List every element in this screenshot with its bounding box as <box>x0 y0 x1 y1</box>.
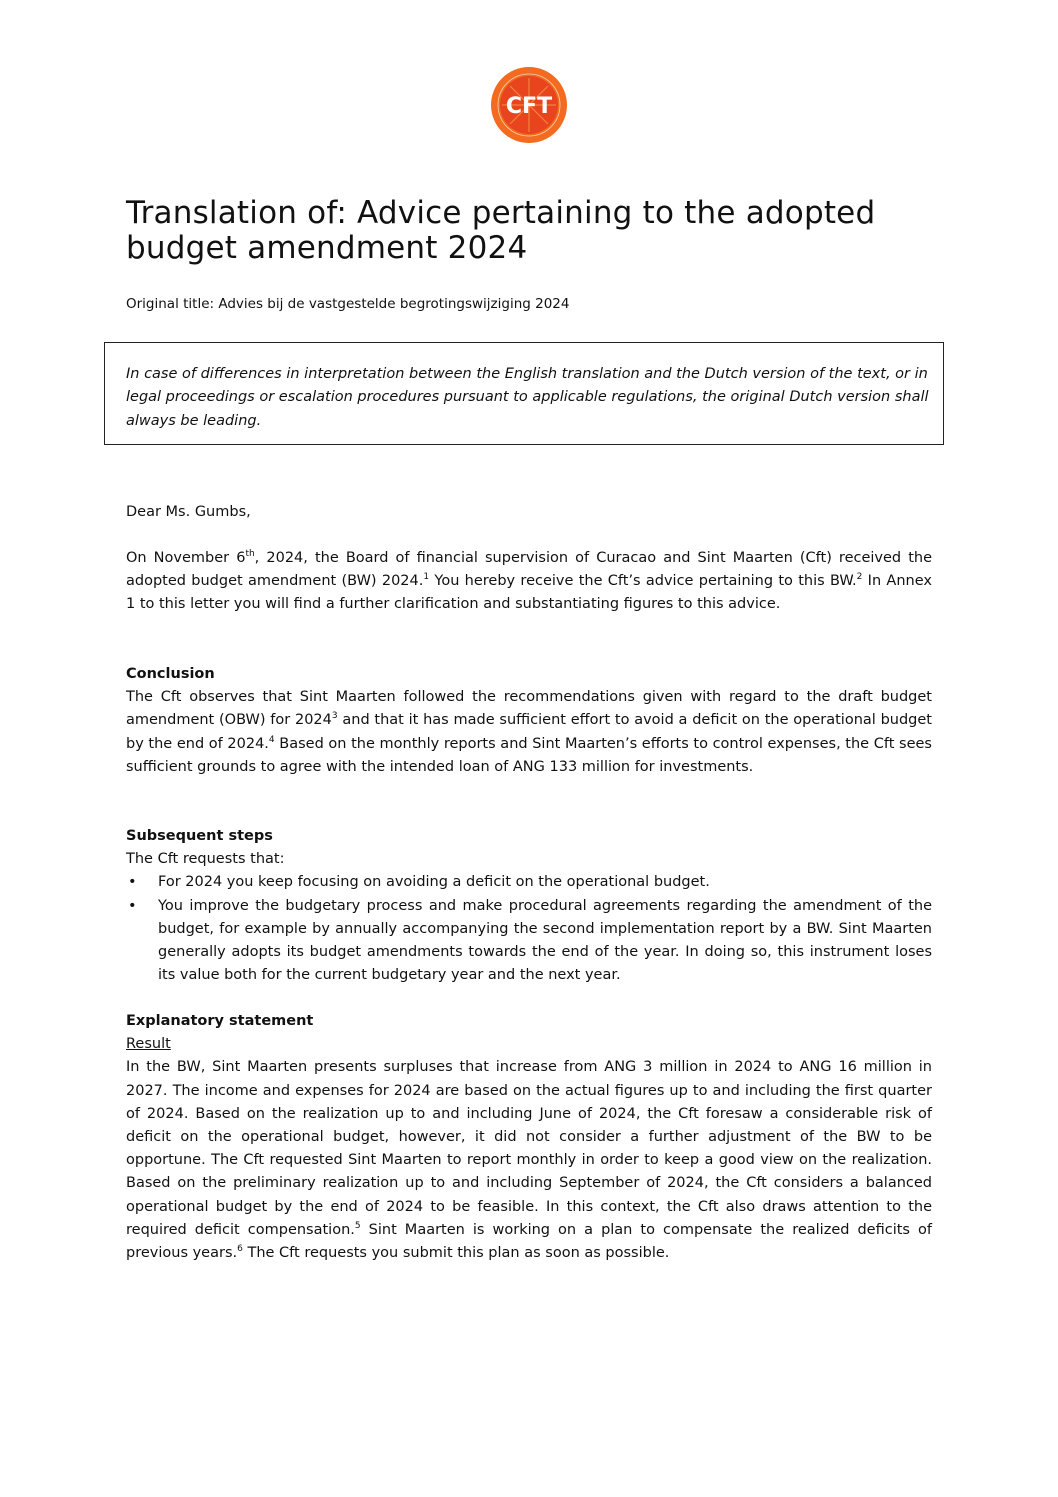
text-run: Sint Maarten is working on a plan to com… <box>126 1221 932 1262</box>
text-run: You hereby receive the Cft’s advice pert… <box>429 573 857 590</box>
text-run: In the BW, Sint Maarten presents surplus… <box>126 1059 932 1238</box>
explanatory-text: In the BW, Sint Maarten presents surplus… <box>126 1056 932 1265</box>
intro-text: On November 6th, 2024, the Board of fina… <box>126 547 932 617</box>
bullet-icon: • <box>128 897 137 914</box>
footnote-reference: th <box>245 549 255 559</box>
list-item-text: You improve the budgetary process and ma… <box>158 897 932 984</box>
conclusion-section: Conclusion The Cft observes that Sint Ma… <box>126 663 932 779</box>
conclusion-heading: Conclusion <box>126 666 215 682</box>
steps-intro: The Cft requests that: <box>126 851 285 868</box>
list-item: • For 2024 you keep focusing on avoiding … <box>126 871 932 894</box>
page-title: Translation of: Advice pertaining to the… <box>126 195 876 266</box>
result-subheading: Result <box>126 1036 171 1053</box>
footnote-reference: 2 <box>856 572 863 583</box>
footnote-reference: 6 <box>237 1244 243 1255</box>
salutation: Dear Ms. Gumbs, <box>126 504 251 520</box>
text-run: On November 6 <box>126 550 246 566</box>
intro-paragraph: On November 6th, 2024, the Board of fina… <box>126 547 932 617</box>
steps-section: Subsequent steps The Cft requests that: … <box>126 825 932 987</box>
original-title: Original title: Advies bij de vastgestel… <box>126 296 570 312</box>
explanatory-section: Explanatory statement Result In the BW, … <box>126 1010 932 1265</box>
text-run: Based on the monthly reports and Sint Ma… <box>126 735 932 775</box>
text-run: and that it has made sufficient effort t… <box>126 712 932 752</box>
cft-logo: CFT <box>490 66 568 144</box>
footnote-reference: 1 <box>423 572 430 583</box>
list-item: • You improve the budgetary process and m… <box>126 895 932 988</box>
footnote-reference: 4 <box>268 734 275 745</box>
footnote-reference: 5 <box>354 1220 361 1231</box>
text-run: In Annex 1 to this letter you will find … <box>126 573 932 613</box>
text-run: , 2024, the Board of financial supervisi… <box>126 550 933 590</box>
list-item-text: For 2024 you keep focusing on avoiding a… <box>158 874 710 891</box>
text-run: The Cft observes that Sint Maarten follo… <box>126 689 932 729</box>
disclaimer-text: In case of differences in interpretation… <box>126 366 929 429</box>
footnote-reference: 3 <box>331 711 338 722</box>
steps-list: • For 2024 you keep focusing on avoiding … <box>126 871 932 987</box>
conclusion-text: The Cft observes that Sint Maarten follo… <box>126 686 932 779</box>
bullet-icon: • <box>128 874 137 891</box>
disclaimer-box: In case of differences in interpretation… <box>104 342 944 445</box>
explanatory-heading: Explanatory statement <box>126 1013 314 1029</box>
text-run: The Cft requests you submit this plan as… <box>242 1245 670 1262</box>
svg-text:CFT: CFT <box>506 94 552 119</box>
steps-heading: Subsequent steps <box>126 828 273 844</box>
